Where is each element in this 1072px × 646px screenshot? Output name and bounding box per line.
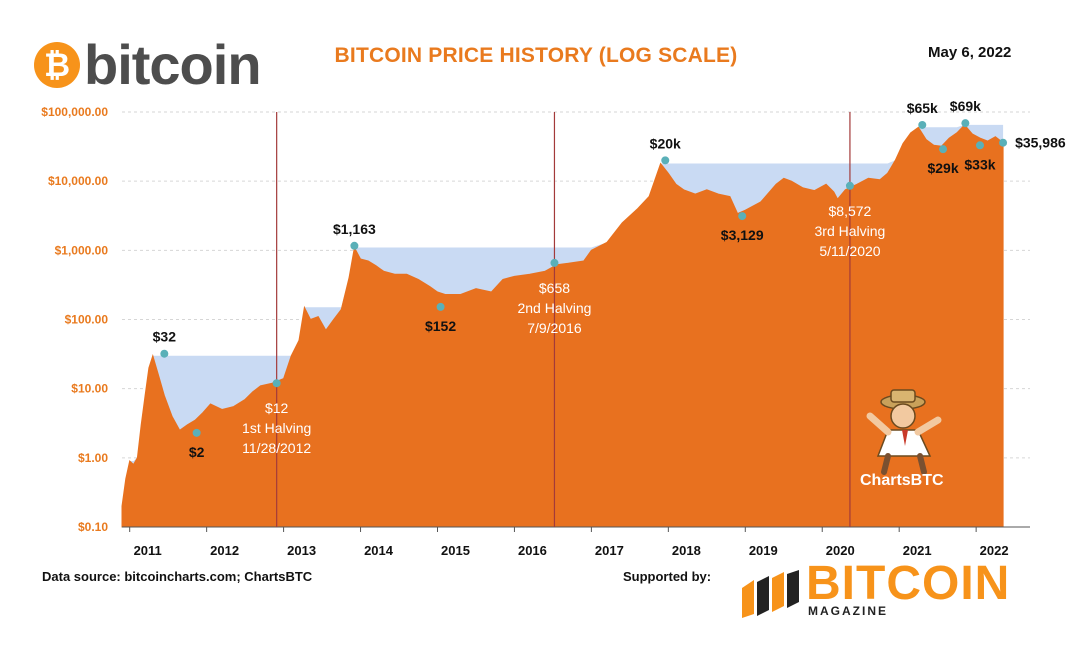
x-tick-label: 2011 [134,543,162,558]
bitcoin-magazine-wordmark: BITCOIN [806,557,1011,610]
halving-name-label: 1st Halving [242,420,311,436]
price-point [918,120,927,129]
price-point [661,156,670,165]
price-point-label: $32 [153,329,177,345]
x-tick-label: 2012 [210,543,239,558]
bitcoin-magazine-mark-icon [742,570,799,618]
halving-name-label: 2nd Halving [517,300,591,316]
halving-point [845,181,854,190]
price-point [738,212,747,221]
x-tick-label: 2013 [287,543,316,558]
chart-date: May 6, 2022 [928,44,1012,61]
price-point-label: $2 [189,444,205,460]
price-point [975,141,984,150]
price-point [350,241,359,250]
x-tick-label: 2014 [364,543,394,558]
halving-point [550,258,559,267]
chartsbtc-logo: ChartsBTC [858,386,968,496]
data-source-note: Data source: bitcoincharts.com; ChartsBT… [42,569,313,584]
y-tick-label: $10,000.00 [48,174,108,188]
price-point-label: $69k [950,98,981,114]
x-tick-label: 2015 [441,543,470,558]
halving-value-label: $658 [539,280,570,296]
chart-title: BITCOIN PRICE HISTORY (LOG SCALE) [334,44,738,67]
chartsbtc-mascot-icon [866,389,942,475]
bitcoin-wordmark: bitcoin [84,33,262,96]
x-tick-label: 2022 [980,543,1009,558]
price-point [160,349,169,358]
halving-value-label: $12 [265,400,289,416]
price-point-label: $33k [964,156,995,172]
x-tick-label: 2017 [595,543,624,558]
price-point-label: $3,129 [721,227,764,243]
price-point [999,138,1008,147]
halving-value-label: $8,572 [829,203,872,219]
x-tick-label: 2016 [518,543,547,558]
halving-point [272,379,281,388]
halving-date-label: 5/11/2020 [819,243,880,259]
price-point-label: $20k [650,135,681,151]
price-point [436,302,445,311]
y-tick-label: $10.00 [71,382,108,396]
price-point-label: $35,986 [1015,135,1066,151]
bitcoin-symbol-icon: ₿ [34,42,80,88]
y-tick-label: $100,000.00 [41,105,108,119]
y-tick-label: $1.00 [78,451,108,465]
halving-date-label: 7/9/2016 [527,320,582,336]
price-point-label: $65k [907,100,938,116]
y-tick-label: $1,000.00 [55,243,109,257]
x-tick-label: 2020 [826,543,855,558]
price-point [939,145,948,154]
supported-by-label: Supported by: [623,569,712,584]
price-point [192,428,201,437]
price-area [121,124,1004,528]
price-point [961,119,970,128]
halving-name-label: 3rd Halving [815,223,886,239]
y-tick-label: $0.10 [78,520,108,534]
chartsbtc-label: ChartsBTC [860,472,944,489]
price-point-label: $1,163 [333,221,376,237]
price-point-label: $152 [425,318,456,334]
y-tick-label: $100.00 [65,313,109,327]
x-tick-label: 2021 [903,543,932,558]
x-tick-label: 2019 [749,543,778,558]
x-tick-label: 2018 [672,543,701,558]
bitcoin-magazine-subtitle: MAGAZINE [808,604,888,618]
price-point-label: $29k [927,160,958,176]
halving-date-label: 11/28/2012 [242,440,311,456]
bitcoin-magazine-logo: BITCOIN MAGAZINE [740,557,1040,622]
